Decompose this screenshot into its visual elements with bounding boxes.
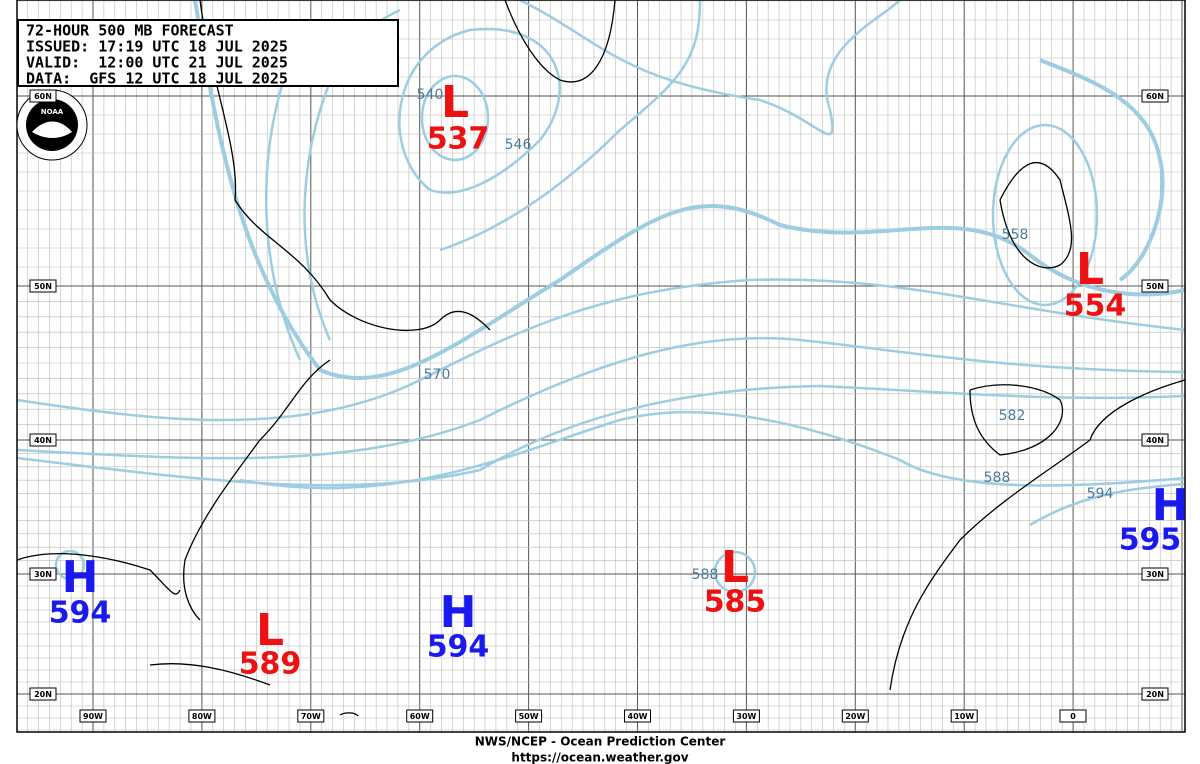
header-frame — [17, 19, 399, 87]
longitude-label: 10W — [954, 712, 974, 721]
logo-bird — [32, 121, 72, 138]
geo-label-box — [188, 709, 216, 723]
center-value: 554 — [1064, 289, 1127, 324]
center-symbol: L — [721, 542, 749, 593]
header-line: DATA: GFS 12 UTC 18 JUL 2025 — [26, 70, 288, 88]
latitude-label: 50N — [1146, 282, 1164, 291]
contour-line — [420, 74, 490, 162]
geo-label-box — [29, 567, 57, 581]
contour-line — [1039, 58, 1165, 282]
center-value: 594 — [427, 630, 490, 665]
geo-label-box — [29, 279, 57, 293]
labels: 90W 80W 70W 60W 50W 40W 30W 20W 10W 0 60N 60N 50N 50N… — [29, 77, 1189, 723]
center-value: 595 — [1119, 523, 1182, 558]
geo-label-box — [732, 709, 760, 723]
contour-line — [193, 0, 1186, 380]
longitude-label: 50W — [519, 712, 539, 721]
latitude-label: 40N — [1146, 436, 1164, 445]
longitude-label: 40W — [628, 712, 648, 721]
geo-label-box — [29, 89, 57, 103]
geo-label-box — [950, 709, 978, 723]
center-symbol: H — [1152, 480, 1189, 531]
geo-label-box — [406, 709, 434, 723]
header-line: VALID: 12:00 UTC 21 JUL 2025 — [26, 54, 288, 72]
center-value: 537 — [427, 122, 490, 157]
geo-label-box — [1141, 687, 1169, 701]
center-symbol: H — [62, 552, 99, 603]
longitude-label: 0 — [1070, 712, 1076, 721]
coastline — [889, 162, 1186, 691]
latitude-label: 30N — [1146, 570, 1164, 579]
contour-label: 582 — [999, 408, 1026, 424]
latitude-label: 20N — [34, 690, 52, 699]
coastline — [16, 0, 491, 621]
latitude-label: 50N — [34, 282, 52, 291]
geo-label-box — [1141, 433, 1169, 447]
center-symbol: L — [256, 605, 284, 656]
contour-label: 588 — [984, 470, 1011, 486]
contour-line — [398, 27, 561, 194]
geo-label-box — [1141, 279, 1169, 293]
footer-agency: NWS/NCEP - Ocean Prediction Center — [475, 735, 726, 749]
latitude-label: 20N — [1146, 690, 1164, 699]
longitude-label: 80W — [192, 712, 212, 721]
logo-text: NOAA — [41, 108, 64, 116]
contour-line — [1029, 482, 1186, 527]
latitude-label: 40N — [34, 436, 52, 445]
longitude-label: 30W — [736, 712, 756, 721]
geo-label-box — [624, 709, 651, 723]
contour-line — [16, 278, 1186, 422]
contour-label: 558 — [1002, 227, 1029, 243]
contour-line — [439, 0, 702, 252]
contour-label: 588 — [692, 567, 719, 583]
center-symbol: L — [1076, 244, 1104, 295]
geo-label-box — [515, 709, 543, 723]
contours — [16, 0, 1186, 594]
footer-url: https://ocean.weather.gov — [511, 751, 688, 764]
geo-label-box — [1059, 709, 1087, 723]
noaa-logo: NOAA — [16, 89, 88, 161]
geo-label-box — [1141, 567, 1169, 581]
coastline — [149, 663, 359, 717]
header-line: 72-HOUR 500 MB FORECAST — [26, 22, 234, 40]
center-value: 589 — [239, 647, 302, 682]
geo-label-box — [29, 433, 57, 447]
latitude-label: 30N — [34, 570, 52, 579]
contour-line — [239, 410, 1186, 490]
latitude-label: 60N — [1146, 92, 1164, 101]
contour-line — [519, 0, 901, 136]
contour-label: 594 — [1087, 486, 1114, 502]
geo-label-box — [79, 709, 107, 723]
contour-label: 570 — [424, 367, 451, 383]
contour-label: 546 — [505, 137, 532, 153]
coastlines — [16, 0, 1186, 717]
contour-line — [991, 123, 1099, 307]
longitude-label: 90W — [83, 712, 103, 721]
geo-label-box — [29, 687, 57, 701]
center-symbol: H — [440, 587, 477, 638]
center-value: 594 — [49, 596, 112, 631]
coastline — [504, 0, 616, 83]
contour-label: 540 — [417, 87, 444, 103]
longitude-label: 60W — [410, 712, 430, 721]
geo-label-box — [297, 709, 325, 723]
latitude-label: 60N — [34, 92, 52, 101]
contour-line — [713, 550, 757, 594]
center-symbol: L — [441, 77, 469, 128]
longitude-label: 20W — [845, 712, 865, 721]
map-frame — [16, 0, 1186, 733]
contour-line — [16, 336, 1186, 460]
header-line: ISSUED: 17:19 UTC 18 JUL 2025 — [26, 38, 288, 56]
contour-line — [54, 549, 86, 581]
longitude-label: 70W — [301, 712, 321, 721]
center-value: 585 — [704, 585, 767, 620]
graticule — [17, 0, 1185, 732]
geo-label-box — [841, 709, 869, 723]
geo-label-box — [1141, 89, 1169, 103]
